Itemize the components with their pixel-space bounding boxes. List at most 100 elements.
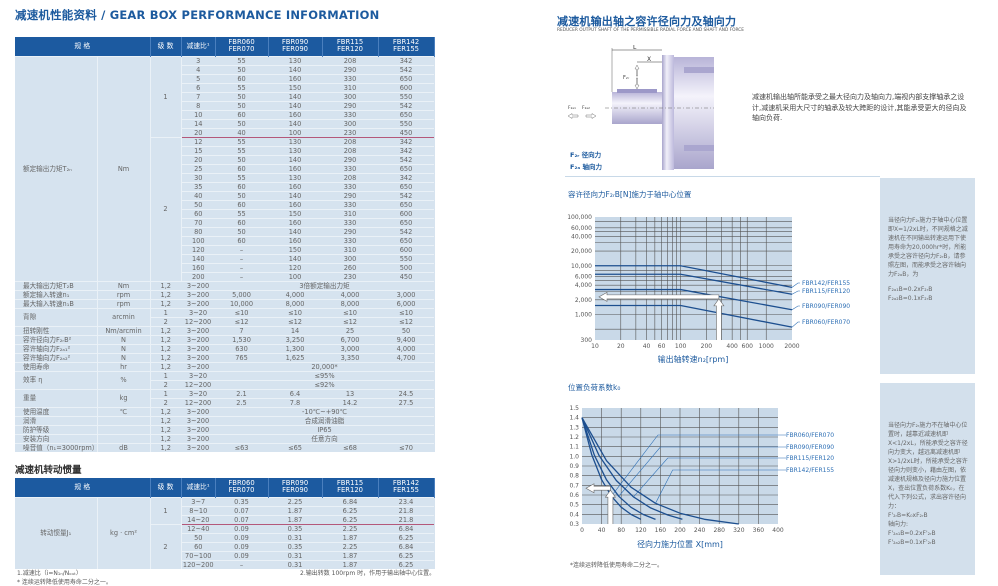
y-tick-label: 1,000: [575, 312, 592, 319]
value: 14: [268, 325, 323, 335]
value: 2.1: [215, 388, 269, 398]
value: 25: [322, 325, 379, 335]
value: 1.87: [322, 532, 379, 542]
value: 4,000: [322, 289, 379, 299]
header-spec: 规 格: [15, 478, 151, 497]
y-tick-label: 1.5: [569, 405, 579, 412]
value: 160: [268, 73, 323, 83]
table-row: 2 12~200 2.5 7.8 14.2 27.5: [15, 397, 435, 407]
header-stage: 级 数: [150, 37, 182, 56]
x-axis-label: 径向力施力位置 X[mm]: [637, 539, 723, 549]
table-row: 100 60 160 330 650: [15, 235, 435, 245]
ratio: 120~200: [181, 559, 216, 569]
value: 3,000: [322, 343, 379, 353]
unit: hr: [97, 361, 151, 371]
value: 650: [378, 181, 435, 191]
ratio: 15: [181, 145, 216, 155]
value: 7.8: [268, 397, 323, 407]
value: 60: [215, 181, 269, 191]
formula: F'₂ₐ₂B=0.1xF'₂ᵣB: [888, 539, 936, 546]
value: 600: [378, 82, 435, 92]
radial-force-note-panel: 当径向力F₂ᵣ施力于轴中心位置即X=1/2xL时，不同规格之减速机在不同输出转速…: [880, 178, 975, 374]
value: 4,000: [378, 343, 435, 353]
value: 160: [268, 109, 323, 119]
value: ≤68: [322, 442, 379, 452]
value: 208: [322, 172, 379, 182]
value: ≤65: [268, 442, 323, 452]
value: 50: [215, 226, 269, 236]
spec-label: 安装方向: [15, 433, 98, 443]
value: 1.87: [268, 514, 323, 524]
spec-label: 容许径向力F₂ᵣB²: [15, 334, 98, 344]
value: 450: [378, 271, 435, 281]
value: –: [215, 559, 269, 569]
unit: [97, 424, 151, 434]
header-model: FBR142 FER155: [378, 478, 435, 497]
value: 2.5: [215, 397, 269, 407]
value: 60: [215, 235, 269, 245]
ratio: 100: [181, 235, 216, 245]
value: 1.87: [322, 559, 379, 569]
chart1-title: 容许径向力F₂ᵣB[N]施力于轴中心位置: [568, 190, 692, 199]
value: 140: [268, 118, 323, 128]
stage: 1,2: [150, 433, 182, 443]
value: 1,530: [215, 334, 269, 344]
x-tick-label: 320: [733, 527, 745, 534]
value: 130: [268, 136, 323, 146]
y-tick-label: 1.3: [569, 424, 579, 431]
value: 208: [322, 136, 379, 146]
spec-label: 额定输出力矩T₂ₙ: [15, 55, 98, 281]
spec-label: 润滑: [15, 415, 98, 425]
value: ≤12: [378, 316, 435, 326]
series-label: FBR142/FER155: [802, 280, 850, 287]
table-row: 2 12~200 ≤92%: [15, 379, 435, 389]
table-row: 额定输出力矩T₂ₙ Nm 1 3 55 130 208 342: [15, 55, 435, 281]
leader-line: [791, 305, 800, 311]
stage: 1,2: [150, 325, 182, 335]
ratio: 8: [181, 100, 216, 110]
value: ≤12: [268, 316, 323, 326]
y-tick-label: 0.4: [569, 511, 579, 518]
x-tick-label: 400: [726, 343, 738, 350]
unit: %: [97, 370, 151, 389]
ratio: 7: [181, 91, 216, 101]
legend-axial: F₂ₐ 轴向力: [570, 162, 603, 171]
x-tick-label: 280: [713, 527, 725, 534]
stage: 1,2: [150, 298, 182, 308]
label-radial-force: F₂ᵣ: [623, 75, 630, 81]
unit: Nm: [97, 55, 151, 281]
table-row: 70 60 160 330 650: [15, 217, 435, 227]
value: ≤12: [215, 316, 269, 326]
stage: 2: [150, 523, 182, 569]
table-row: 背隙 arcmin 1 3~20 ≤10 ≤10 ≤10 ≤10: [15, 307, 435, 326]
value: –: [215, 244, 269, 254]
series-label: FBR060/FER070: [786, 432, 834, 439]
left-arrow-icon: [598, 291, 720, 302]
axial-force-arrow-icon: [567, 113, 597, 119]
shaft: [612, 92, 662, 124]
series-label: FBR142/FER155: [786, 467, 834, 474]
value: 140: [268, 91, 323, 101]
value: 765: [215, 352, 269, 362]
x-axis-label: 输出轴转速n₂[rpm]: [658, 354, 729, 364]
table-row: 50 0.09 0.31 1.87 6.25: [15, 532, 435, 542]
value: 6.4: [268, 388, 323, 398]
value: 0.35: [215, 496, 269, 506]
value: 23.4: [378, 496, 435, 506]
value: 50: [215, 100, 269, 110]
header-model: FBR060 FER070: [215, 478, 269, 497]
value: 1.87: [322, 550, 379, 560]
value: 650: [378, 73, 435, 83]
ratio: 70~100: [181, 550, 216, 560]
ratio: 3~200: [181, 289, 216, 299]
value: 160: [268, 217, 323, 227]
value: 8,000: [322, 298, 379, 308]
y-tick-label: 0.5: [569, 502, 579, 509]
table-row: 6 55 150 310 600: [15, 82, 435, 92]
value: 1,300: [268, 343, 323, 353]
ratio: 50: [181, 199, 216, 209]
radial-force-arrow-icon: [634, 64, 640, 90]
radial-force-chart: 10 20 40 60 100 200 400 600 1000 2000 100,000 60,00…: [567, 214, 850, 364]
value: 550: [378, 253, 435, 263]
ratio: 3: [181, 55, 216, 65]
